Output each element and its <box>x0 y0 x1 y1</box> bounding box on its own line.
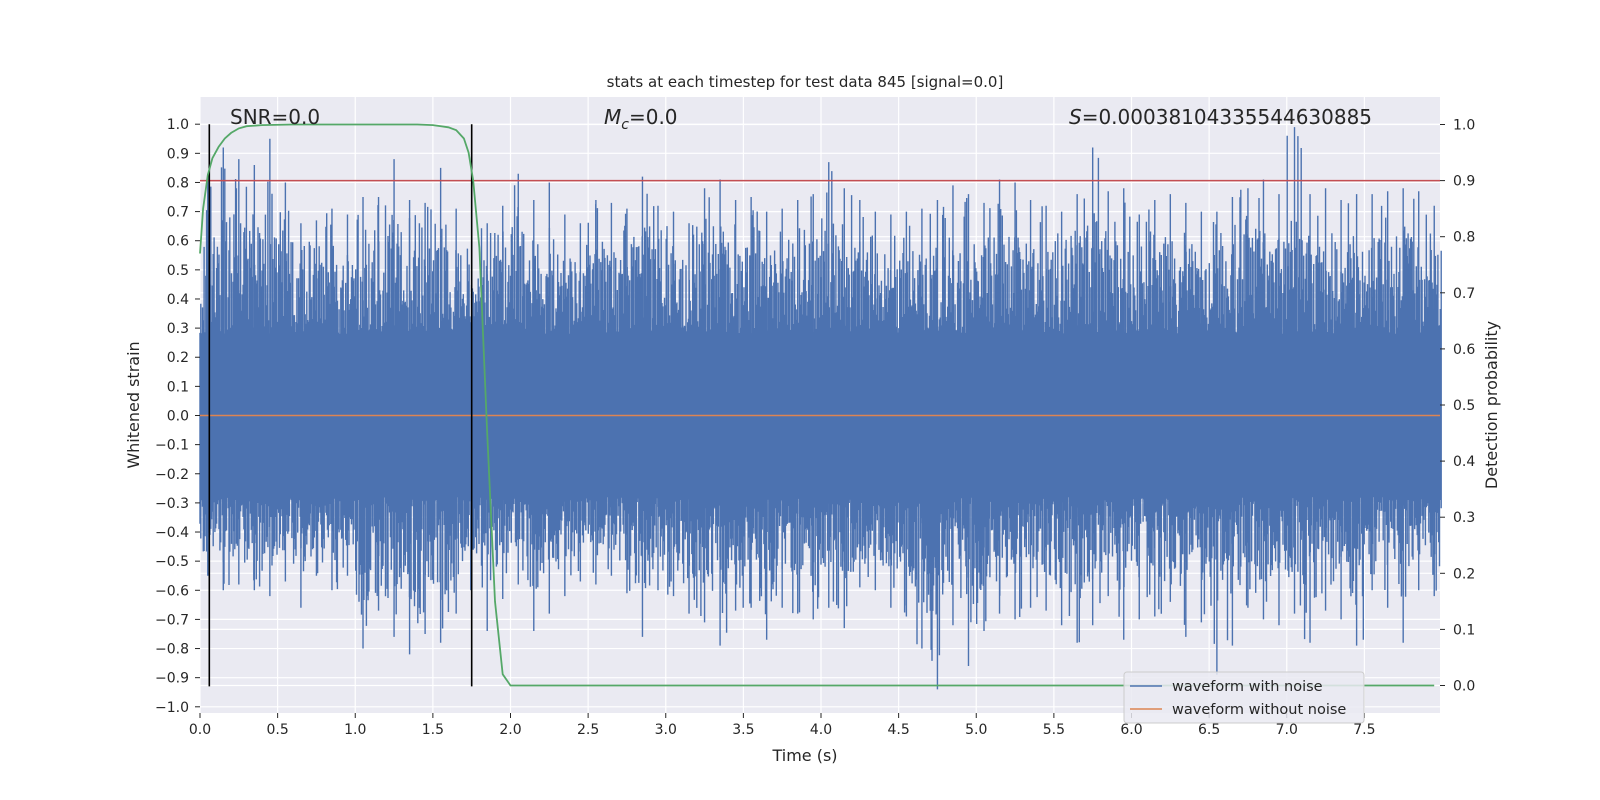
y-right-tick-label: 0.1 <box>1453 622 1475 638</box>
x-tick-label: 2.0 <box>499 722 521 738</box>
legend-label-noise: waveform with noise <box>1172 679 1323 695</box>
x-axis-label: Time (s) <box>771 746 837 765</box>
x-tick-label: 7.0 <box>1276 722 1298 738</box>
y-left-tick-label: −0.7 <box>155 612 189 628</box>
y-axis-left-label: Whitened strain <box>124 341 143 468</box>
x-tick-label: 3.0 <box>655 722 677 738</box>
x-tick-label: 7.5 <box>1353 722 1375 738</box>
x-tick-label: 1.5 <box>422 722 444 738</box>
y-left-tick-label: 0.3 <box>167 321 189 337</box>
y-left-tick-label: 0.1 <box>167 379 189 395</box>
y-left-tick-label: −0.1 <box>155 438 189 454</box>
x-tick-label: 5.0 <box>965 722 987 738</box>
y-right-tick-label: 1.0 <box>1453 118 1475 134</box>
x-tick-label: 6.5 <box>1198 722 1220 738</box>
x-tick-label: 4.5 <box>887 722 909 738</box>
legend-box <box>1123 671 1365 724</box>
x-tick-label: 5.5 <box>1043 722 1065 738</box>
vertical-markers <box>208 124 473 687</box>
score-value: =0.00038104335544630885 <box>1082 105 1372 129</box>
x-tick-label: 0.0 <box>189 722 211 738</box>
x-tick-label: 2.5 <box>577 722 599 738</box>
y-left-tick-label: 0.8 <box>167 175 189 191</box>
snr-annotation: SNR=0.0 <box>230 105 320 129</box>
chart-title: stats at each timestep for test data 845… <box>607 73 1004 91</box>
y-right-tick-label: 0.7 <box>1453 286 1475 302</box>
y-left-tick-label: −0.6 <box>155 583 189 599</box>
y-left-tick-label: −1.0 <box>155 700 189 716</box>
chirp-mass-annotation: Mc=0.0 <box>604 105 678 133</box>
y-right-tick-label: 0.8 <box>1453 230 1475 246</box>
y-left-tick-label: 0.9 <box>167 146 189 162</box>
y-left-tick-label: −0.2 <box>155 467 189 483</box>
y-axis-left-ticks: 1.0 0.9 0.8 0.7 0.6 0.5 0.4 0.3 0.2 0.1 0.0 −0.1 −0.… <box>155 117 200 716</box>
x-tick-label: 1.0 <box>344 722 366 738</box>
legend-label-clean: waveform without noise <box>1172 702 1346 718</box>
score-annotation: S=0.00038104335544630885 <box>1069 105 1372 129</box>
y-left-tick-label: −0.4 <box>155 525 189 541</box>
x-tick-label: 6.0 <box>1120 722 1142 738</box>
y-left-tick-label: −0.3 <box>155 496 189 512</box>
y-left-tick-label: 0.7 <box>167 205 189 221</box>
y-right-tick-label: 0.0 <box>1453 679 1475 695</box>
y-left-tick-label: 0.2 <box>167 350 189 366</box>
y-axis-right-ticks: 1.0 0.9 0.8 0.7 0.6 0.5 0.4 0.3 0.2 0.1 0.0 <box>1440 118 1475 695</box>
y-left-tick-label: 0.4 <box>167 292 189 308</box>
series-detection-probability <box>199 123 1435 687</box>
chirp-mass-value: =0.0 <box>629 105 678 129</box>
y-left-tick-label: 0.5 <box>167 263 189 279</box>
y-left-tick-label: 0.6 <box>167 234 189 250</box>
x-tick-label: 0.5 <box>266 722 288 738</box>
y-axis-right-label: Detection probability <box>1482 321 1501 489</box>
y-right-tick-label: 0.3 <box>1453 510 1475 526</box>
y-right-tick-label: 0.4 <box>1453 454 1475 470</box>
y-right-tick-label: 0.5 <box>1453 398 1475 414</box>
y-right-tick-label: 0.2 <box>1453 566 1475 582</box>
y-left-tick-label: 1.0 <box>167 117 189 133</box>
y-left-tick-label: −0.5 <box>155 554 189 570</box>
x-tick-label: 4.0 <box>810 722 832 738</box>
score-symbol: S <box>1069 105 1082 129</box>
legend: waveform with noise waveform without noi… <box>1123 671 1365 724</box>
y-right-tick-label: 0.6 <box>1453 342 1475 358</box>
chirp-mass-subscript: c <box>621 117 629 133</box>
y-right-tick-label: 0.9 <box>1453 174 1475 190</box>
x-tick-label: 3.5 <box>732 722 754 738</box>
chirp-mass-symbol: M <box>604 105 621 129</box>
y-left-tick-label: −0.8 <box>155 642 189 658</box>
y-left-tick-label: 0.0 <box>167 409 189 425</box>
y-left-tick-label: −0.9 <box>155 671 189 687</box>
